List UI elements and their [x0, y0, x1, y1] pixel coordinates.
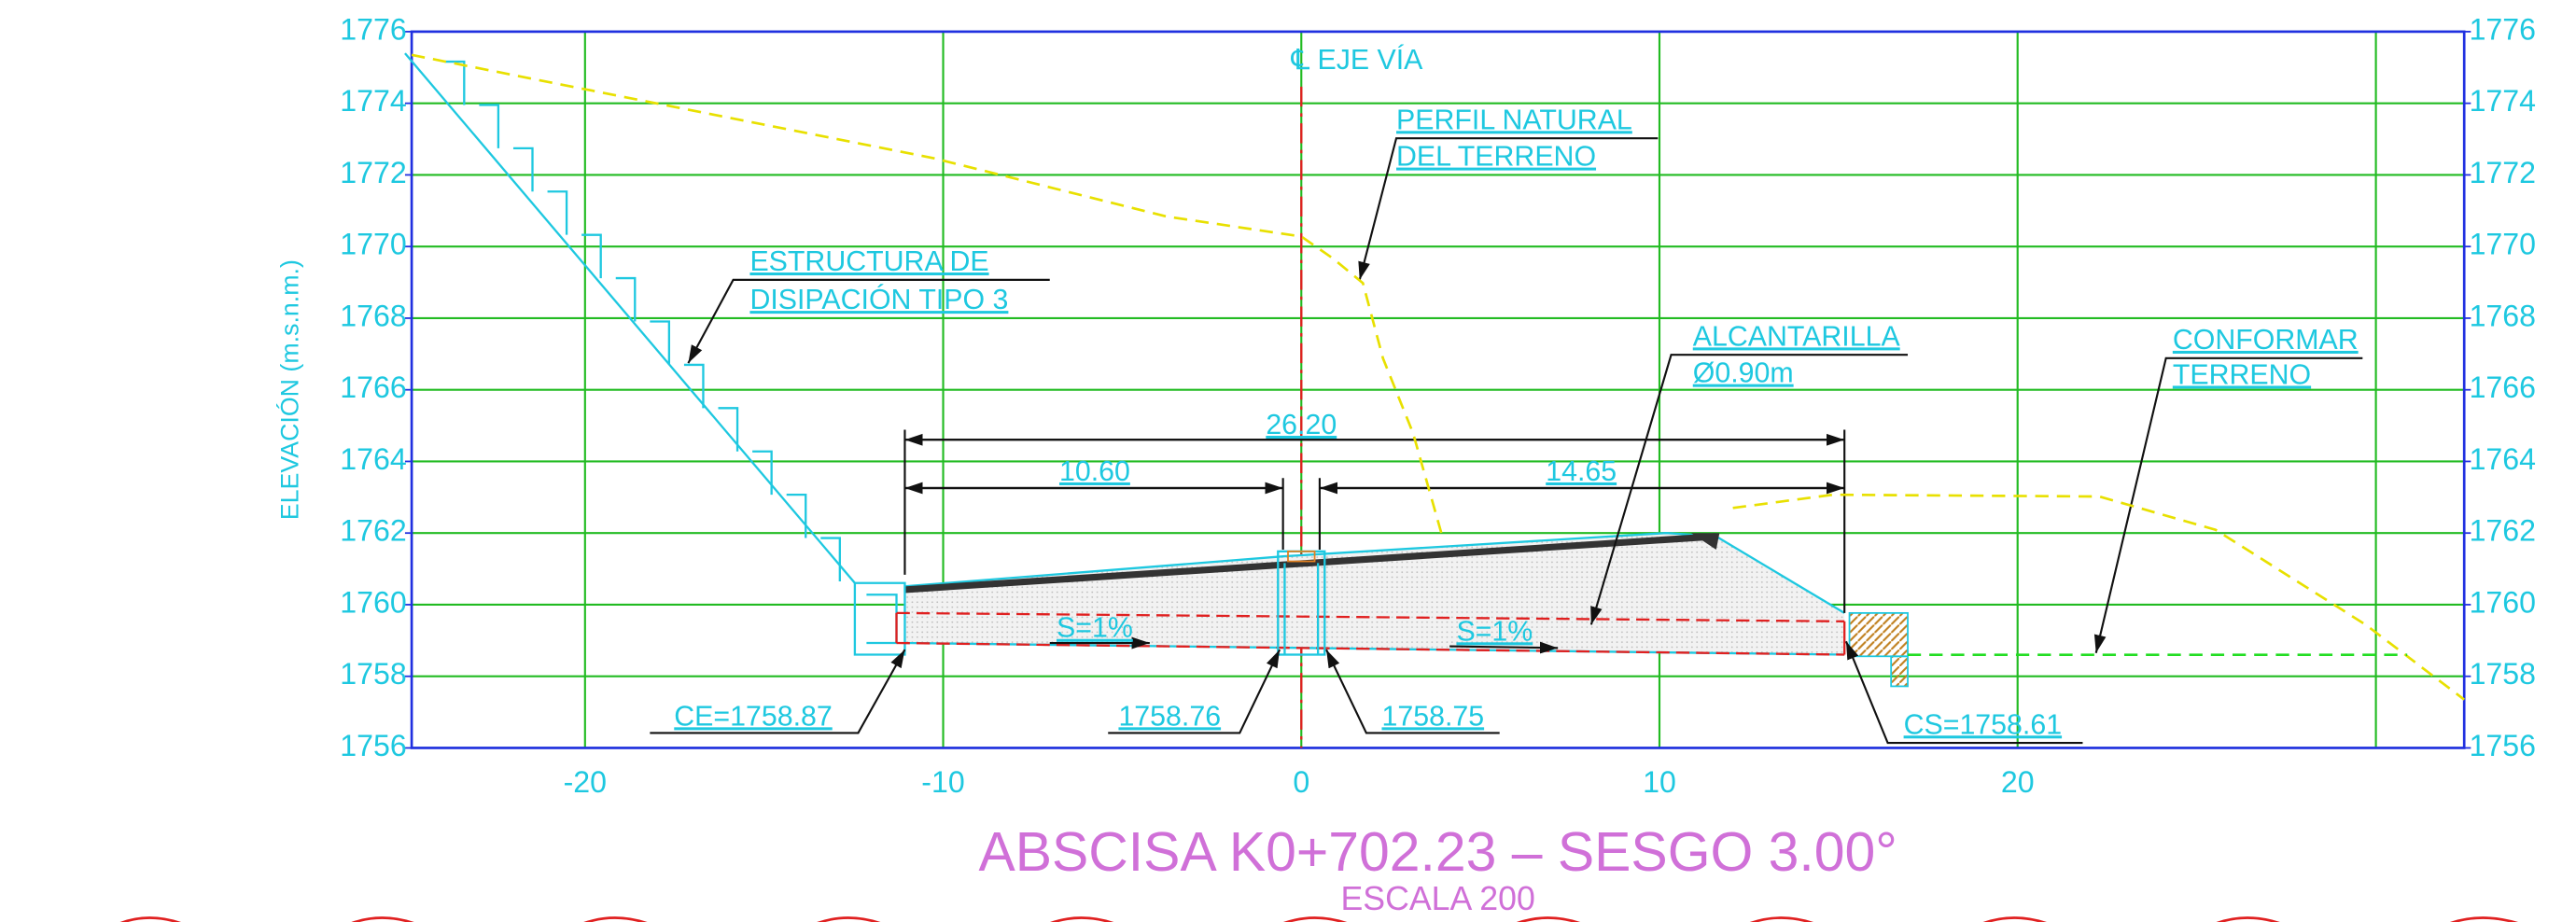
y2-tick-label: 1776: [2470, 12, 2536, 46]
y-tick-label: 1770: [340, 228, 406, 261]
annotation: DISIPACIÓN TIPO 3: [749, 285, 1008, 315]
x-tick-label: 0: [1293, 765, 1309, 799]
annotation: PERFIL NATURAL: [1396, 105, 1632, 135]
annotation: CE=1758.87: [674, 701, 832, 732]
subtitle: ESCALA 200: [1340, 880, 1534, 917]
y2-tick-label: 1774: [2470, 84, 2536, 118]
y2-tick-label: 1768: [2470, 299, 2536, 332]
y2-tick-label: 1756: [2470, 729, 2536, 762]
y-tick-label: 1758: [340, 657, 406, 691]
annotation: 10.60: [1059, 456, 1130, 487]
y-tick-label: 1760: [340, 585, 406, 619]
step-outline: [444, 60, 841, 581]
annotation: ESTRUCTURA DE: [749, 246, 988, 277]
y-tick-label: 1772: [340, 156, 406, 189]
y-tick-label: 1764: [340, 442, 406, 476]
y-tick-label: 1768: [340, 299, 406, 332]
y2-tick-label: 1758: [2470, 657, 2536, 691]
bottom-arcs: [119, 916, 2519, 922]
y-tick-label: 1774: [340, 84, 406, 118]
title: ABSCISA K0+702.23 – SESGO 3.00°: [978, 822, 1897, 883]
annotation: ALCANTARILLA: [1693, 321, 1901, 352]
x-tick-label: -20: [564, 765, 607, 799]
x-tick-label: 10: [1643, 765, 1676, 799]
annotation: S=1%: [1456, 616, 1533, 647]
y-axis-label: ELEVACIÓN (m.s.n.m.): [275, 259, 304, 520]
annotation: 1758.76: [1118, 701, 1221, 732]
y-tick-label: 1766: [340, 370, 406, 404]
annotation: 14.65: [1546, 456, 1617, 487]
annotation: CS=1758.61: [1904, 709, 2062, 740]
annotation: 1758.75: [1381, 701, 1484, 732]
annotation: DEL TERRENO: [1396, 142, 1596, 173]
y-tick-label: 1762: [340, 514, 406, 548]
steps: [444, 60, 841, 581]
y2-tick-label: 1760: [2470, 585, 2536, 619]
annotation: 26.20: [1266, 410, 1337, 440]
annotation: TERRENO: [2173, 359, 2311, 390]
annotation: S=1%: [1057, 613, 1133, 644]
dimensions: [650, 137, 2363, 745]
x-tick-label: -10: [921, 765, 964, 799]
y2-tick-label: 1772: [2470, 156, 2536, 189]
y2-tick-label: 1770: [2470, 228, 2536, 261]
annotation: ℄ EJE VÍA: [1291, 45, 1424, 76]
annotation: CONFORMAR: [2173, 325, 2359, 356]
y2-tick-label: 1762: [2470, 514, 2536, 548]
structure: [404, 52, 1909, 688]
y-tick-label: 1776: [340, 12, 406, 46]
y2-tick-label: 1766: [2470, 370, 2536, 404]
y-tick-label: 1756: [340, 729, 406, 762]
annotation: Ø0.90m: [1693, 358, 1794, 389]
y2-tick-label: 1764: [2470, 442, 2536, 476]
x-tick-label: 20: [2001, 765, 2035, 799]
profile-line: [411, 53, 2466, 701]
